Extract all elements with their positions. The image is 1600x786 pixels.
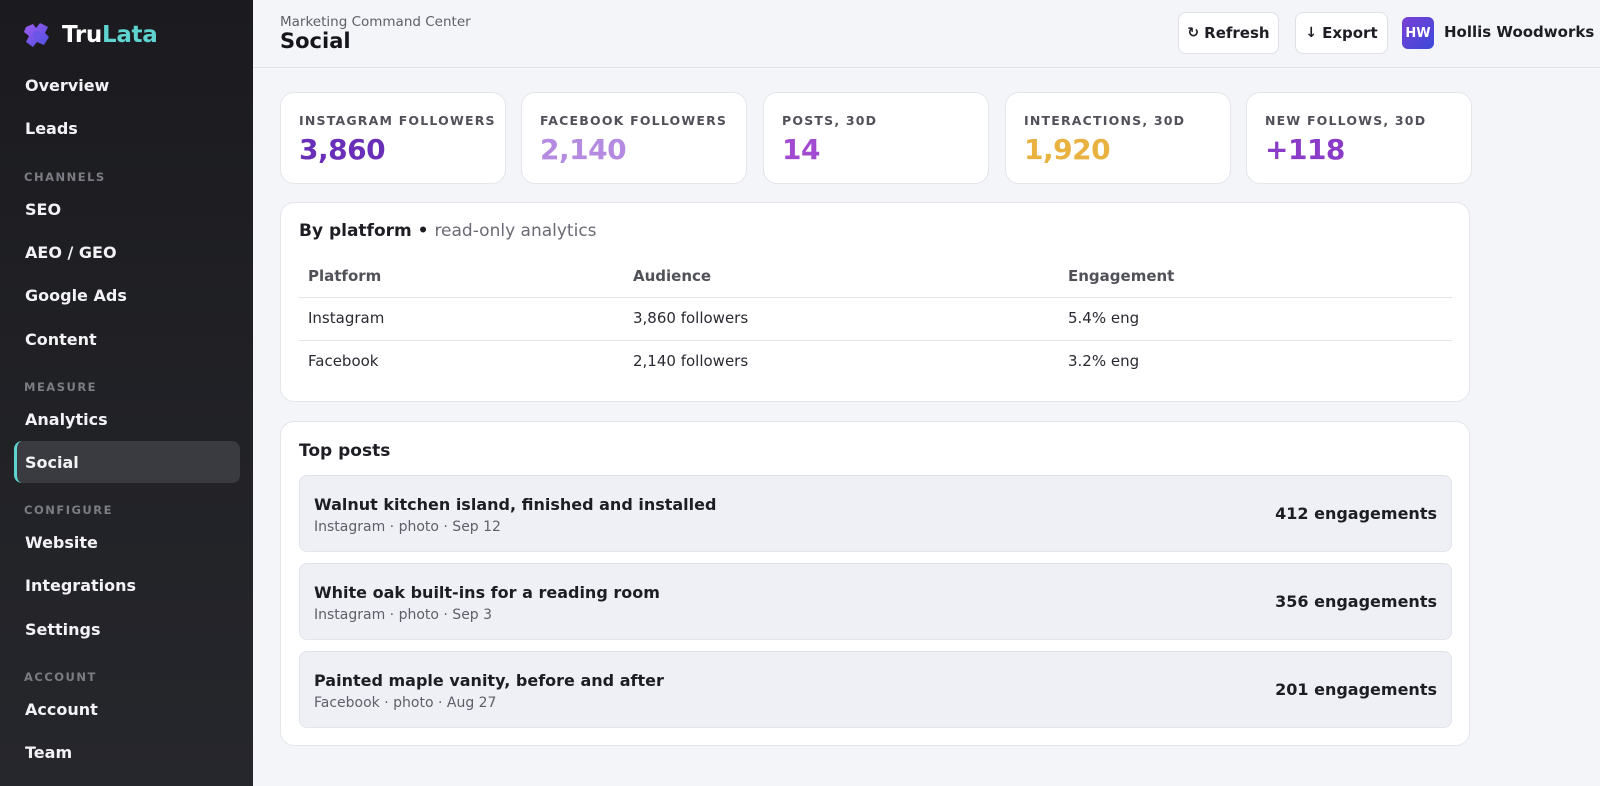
platform-title: By platform [299,221,412,241]
post-meta: Facebook · photo · Aug 27 [314,695,497,711]
sidebar-item-label: Google Ads [25,285,127,305]
stat-value: +118 [1265,133,1345,166]
sidebar-item-label: AEO / GEO [25,242,117,262]
sidebar-item-leads[interactable]: Leads [14,107,240,149]
post-title: Painted maple vanity, before and after [314,671,664,690]
cell-audience: 2,140 followers [633,352,749,370]
brand-name-part2: Lata [101,22,158,48]
sidebar-item-team[interactable]: Team [14,731,240,773]
sidebar-item-label: Team [25,742,73,762]
table-divider [299,340,1452,341]
list-item[interactable]: Painted maple vanity, before and after F… [299,651,1452,728]
stat-card-new-follows-30d: NEW FOLLOWS, 30D +118 [1246,92,1472,184]
cell-platform: Instagram [308,309,385,327]
stat-label: POSTS, 30D [782,113,878,128]
table-divider [299,297,1452,298]
column-header-audience: Audience [633,267,712,285]
sidebar-item-label: Website [25,532,98,552]
sidebar-item-website[interactable]: Website [14,521,240,563]
list-item[interactable]: Walnut kitchen island, finished and inst… [299,475,1452,552]
export-button[interactable]: ↓ Export [1295,12,1388,54]
puzzle-logo-icon [24,23,49,47]
refresh-button[interactable]: ↻ Refresh [1178,12,1279,54]
export-icon: ↓ [1305,25,1318,41]
avatar[interactable]: HW [1402,17,1434,49]
sidebar-item-label: Overview [25,75,110,95]
post-engagements: 356 engagements [1275,592,1437,611]
post-engagements: 201 engagements [1275,680,1437,699]
post-engagements: 412 engagements [1275,504,1437,523]
stat-card-interactions-30d: INTERACTIONS, 30D 1,920 [1005,92,1231,184]
post-title: White oak built-ins for a reading room [314,583,660,602]
sidebar-item-analytics[interactable]: Analytics [14,398,240,440]
top-header: Marketing Command Center Social ↻ Refres… [253,0,1600,68]
stat-value: 1,920 [1024,133,1111,166]
sidebar-section-configure: CONFIGURE [24,503,113,517]
column-header-platform: Platform [308,267,382,285]
sidebar-item-social[interactable]: Social [14,441,240,483]
stat-label: NEW FOLLOWS, 30D [1265,113,1427,128]
sidebar-item-content[interactable]: Content [14,318,240,360]
stat-value: 2,140 [540,133,627,166]
sidebar-item-integrations[interactable]: Integrations [14,564,240,606]
refresh-icon: ↻ [1187,25,1200,41]
platform-panel: By platform • read-only analytics Platfo… [280,202,1470,402]
stat-card-posts-30d: POSTS, 30D 14 [763,92,989,184]
sidebar-item-label: Account [25,699,98,719]
stat-label: INTERACTIONS, 30D [1024,113,1186,128]
top-posts-panel: Top posts Walnut kitchen island, finishe… [280,421,1470,746]
sidebar-item-settings[interactable]: Settings [14,608,240,650]
sidebar-section-measure: MEASURE [24,380,98,394]
sidebar-item-label: Social [25,452,79,472]
sidebar-item-label: Settings [25,619,101,639]
sidebar-item-label: Content [25,329,97,349]
stat-value: 14 [782,133,820,166]
sidebar-item-account[interactable]: Account [14,688,240,730]
stat-card-facebook-followers: FACEBOOK FOLLOWERS 2,140 [521,92,747,184]
list-item[interactable]: White oak built-ins for a reading room I… [299,563,1452,640]
export-button-label: Export [1322,24,1378,42]
breadcrumb: Marketing Command Center [280,14,471,30]
brand-name: TruLata [62,22,158,48]
cell-engagement: 5.4% eng [1068,309,1140,327]
refresh-button-label: Refresh [1204,24,1270,42]
sidebar-item-aeo-geo[interactable]: AEO / GEO [14,231,240,273]
sidebar-item-label: Analytics [25,409,108,429]
sidebar-section-channels: CHANNELS [24,170,106,184]
cell-audience: 3,860 followers [633,309,749,327]
stat-label: FACEBOOK FOLLOWERS [540,113,728,128]
post-title: Walnut kitchen island, finished and inst… [314,495,717,514]
sidebar-item-label: Leads [25,118,78,138]
stat-card-instagram-followers: INSTAGRAM FOLLOWERS 3,860 [280,92,506,184]
sidebar-item-seo[interactable]: SEO [14,188,240,230]
top-posts-title: Top posts [299,441,391,461]
sidebar-item-overview[interactable]: Overview [14,64,240,106]
brand[interactable]: TruLata [22,20,158,50]
stat-value: 3,860 [299,133,386,166]
sidebar: TruLata Overview Leads CHANNELS SEO AEO … [0,0,253,786]
page-title: Social [280,29,351,53]
platform-panel-title: By platform • read-only analytics [299,221,597,241]
sidebar-section-account: ACCOUNT [24,670,97,684]
post-meta: Instagram · photo · Sep 3 [314,607,493,623]
column-header-engagement: Engagement [1068,267,1175,285]
post-meta: Instagram · photo · Sep 12 [314,519,501,535]
cell-engagement: 3.2% eng [1068,352,1140,370]
sidebar-item-label: SEO [25,199,62,219]
platform-subtitle: read-only analytics [434,221,597,241]
brand-name-part1: Tru [62,22,102,48]
sidebar-item-google-ads[interactable]: Google Ads [14,274,240,316]
org-name[interactable]: Hollis Woodworks [1444,23,1595,41]
sidebar-item-label: Integrations [25,575,137,595]
cell-platform: Facebook [308,352,379,370]
platform-title-separator: • [411,221,435,241]
stat-label: INSTAGRAM FOLLOWERS [299,113,496,128]
